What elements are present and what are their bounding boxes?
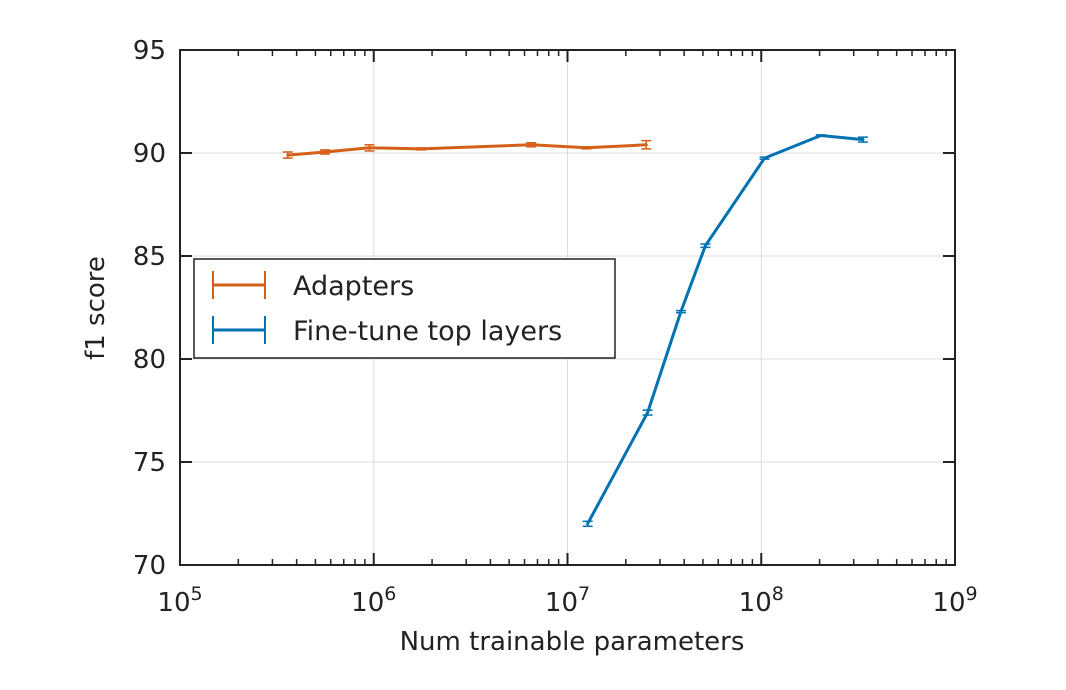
fine-tune-top-layers-point <box>759 156 770 160</box>
x-axis-title: Num trainable parameters <box>400 627 745 657</box>
adapters-point <box>641 139 652 150</box>
legend-label: Fine-tune top layers <box>293 316 562 347</box>
fine-tune-top-layers-point <box>642 409 653 416</box>
x-tick-label: 106 <box>351 583 396 618</box>
x-tick-label: 107 <box>545 583 590 618</box>
legend-item-fine-tune-top-layers: Fine-tune top layers <box>212 316 562 347</box>
y-tick-label: 85 <box>133 242 166 272</box>
y-axis-title: f1 score <box>81 256 111 360</box>
tick-labels: 70 75 80 85 90 95 105 106 107 108 109 <box>133 36 978 618</box>
plot-frame <box>179 49 956 566</box>
y-tick-label: 90 <box>133 139 166 169</box>
fine-tune-top-layers-point <box>857 136 868 143</box>
adapters-line <box>286 143 648 157</box>
adapters-point <box>526 141 537 148</box>
data-series <box>282 134 868 528</box>
x-tick-label: 108 <box>739 583 784 618</box>
adapters-point <box>319 149 330 155</box>
adapters-point <box>364 144 375 152</box>
legend: Adapters Fine-tune top layers <box>193 258 616 359</box>
fine-tune-top-layers-point <box>700 243 711 249</box>
fine-tune-top-layers-point <box>815 134 826 137</box>
y-tick-label: 70 <box>133 551 166 581</box>
adapters-point <box>415 147 426 151</box>
fine-tune-top-layers-line <box>586 134 865 526</box>
y-tick-label: 95 <box>133 36 166 66</box>
y-tick-label: 80 <box>133 345 166 375</box>
x-tick-label: 109 <box>932 583 977 618</box>
legend-label: Adapters <box>293 271 414 302</box>
fine-tune-top-layers-point <box>675 309 686 314</box>
legend-item-adapters: Adapters <box>212 271 414 302</box>
fine-tune-top-layers-point <box>582 520 593 528</box>
adapters-point <box>282 151 293 159</box>
y-tick-label: 75 <box>133 448 166 478</box>
x-tick-label: 105 <box>157 583 202 618</box>
adapters-point <box>581 146 592 150</box>
